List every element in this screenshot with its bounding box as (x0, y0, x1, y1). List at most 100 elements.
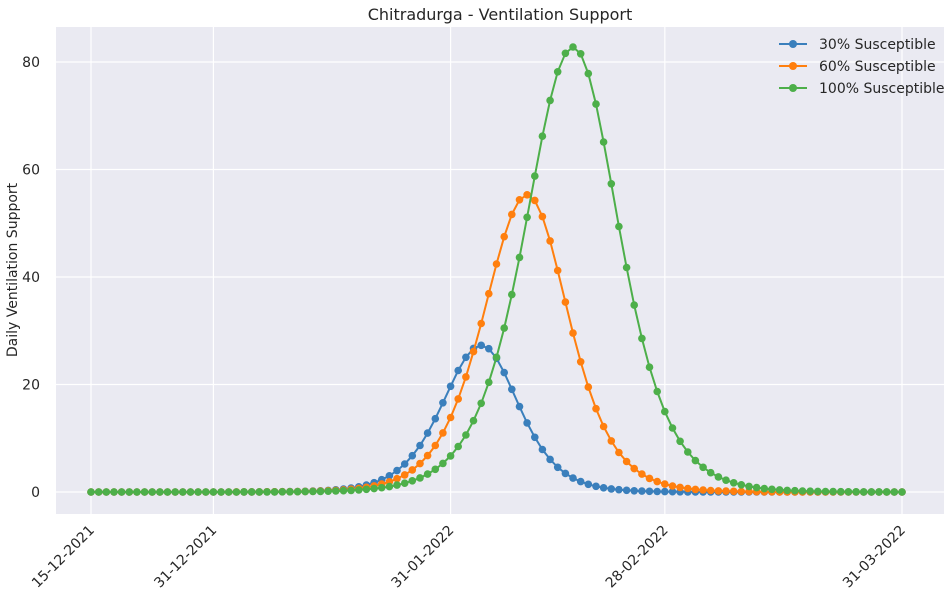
data-point (423, 451, 432, 460)
data-point (569, 329, 577, 337)
data-point (500, 324, 509, 332)
data-point (691, 456, 700, 465)
data-point (87, 488, 95, 496)
data-point (454, 395, 463, 403)
data-point (729, 479, 738, 487)
data-point (615, 222, 623, 231)
data-point (171, 488, 179, 496)
data-point (179, 488, 187, 496)
data-point (630, 487, 638, 495)
chart-title: Chitradurga - Ventilation Support (368, 5, 633, 24)
plot-area (56, 27, 944, 514)
data-point (508, 385, 516, 394)
data-point (431, 441, 440, 450)
data-point (592, 404, 600, 413)
data-point (783, 486, 791, 495)
data-point (553, 266, 562, 275)
data-point (416, 441, 424, 450)
data-point (661, 480, 669, 488)
data-point (247, 488, 256, 496)
data-point (301, 487, 310, 496)
data-point (615, 485, 623, 494)
data-point (630, 301, 638, 309)
data-point (882, 488, 891, 496)
data-point (653, 477, 661, 486)
legend-label: 30% Susceptible (819, 37, 936, 53)
data-point (393, 474, 401, 483)
data-point (584, 69, 593, 78)
data-point (837, 487, 845, 496)
y-tick-label: 80 (22, 55, 40, 71)
data-point (714, 473, 723, 481)
data-point (309, 487, 317, 496)
legend: 30% Susceptible 60% Susceptible 100% Susce… (779, 37, 945, 97)
legend-label: 100% Susceptible (819, 81, 945, 97)
data-point (148, 488, 156, 496)
data-point (806, 487, 814, 496)
data-point (477, 399, 486, 408)
data-point (622, 263, 631, 272)
data-point (255, 488, 264, 496)
data-point (760, 484, 769, 493)
data-point (538, 445, 547, 454)
data-point (722, 487, 730, 495)
data-point (722, 476, 730, 485)
data-point (439, 429, 447, 437)
data-point (446, 452, 455, 460)
y-tick-label: 20 (22, 378, 40, 394)
data-point (194, 488, 202, 496)
data-point (737, 481, 746, 489)
data-point (775, 486, 784, 494)
data-point (293, 487, 302, 496)
data-point (347, 486, 355, 495)
x-tick-label: 31-12-2021 (151, 523, 220, 591)
data-point (523, 419, 531, 427)
data-point (416, 459, 424, 468)
data-point (362, 485, 371, 494)
data-point (661, 487, 669, 496)
y-tick-labels: 0 20 40 60 80 (22, 55, 40, 501)
grid-layer (56, 27, 944, 514)
y-tick-label: 40 (22, 270, 40, 286)
data-point (531, 196, 539, 205)
data-point (576, 477, 585, 486)
data-point (898, 488, 906, 496)
data-point (829, 487, 837, 496)
data-point (186, 488, 195, 496)
data-point (469, 347, 478, 356)
data-point (370, 484, 378, 493)
data-point (699, 486, 707, 494)
data-point (890, 488, 899, 496)
data-point (584, 383, 593, 391)
data-point (546, 237, 554, 245)
data-point (576, 358, 585, 366)
data-point (561, 49, 570, 58)
x-tick-label: 31-03-2022 (840, 523, 909, 591)
data-point (263, 488, 271, 496)
x-tick-label: 15-12-2021 (29, 523, 98, 591)
data-point (485, 344, 493, 353)
data-point (477, 341, 486, 350)
data-point (523, 191, 531, 199)
data-point (684, 448, 692, 456)
data-point (859, 488, 868, 496)
data-point (553, 68, 562, 76)
data-point (400, 471, 409, 479)
data-point (844, 488, 853, 496)
data-point (385, 482, 394, 491)
data-point (584, 480, 593, 489)
data-point (385, 472, 394, 480)
data-point (492, 260, 501, 268)
data-point (561, 469, 570, 478)
x-tick-label: 31-01-2022 (389, 523, 458, 591)
data-point (477, 319, 486, 328)
y-tick-label: 60 (22, 163, 40, 179)
data-point (515, 253, 524, 262)
data-point (431, 465, 440, 474)
data-point (768, 485, 776, 494)
data-point (622, 457, 631, 466)
data-point (224, 488, 233, 496)
data-point (531, 172, 539, 180)
data-point (416, 474, 424, 482)
data-point (546, 96, 554, 105)
